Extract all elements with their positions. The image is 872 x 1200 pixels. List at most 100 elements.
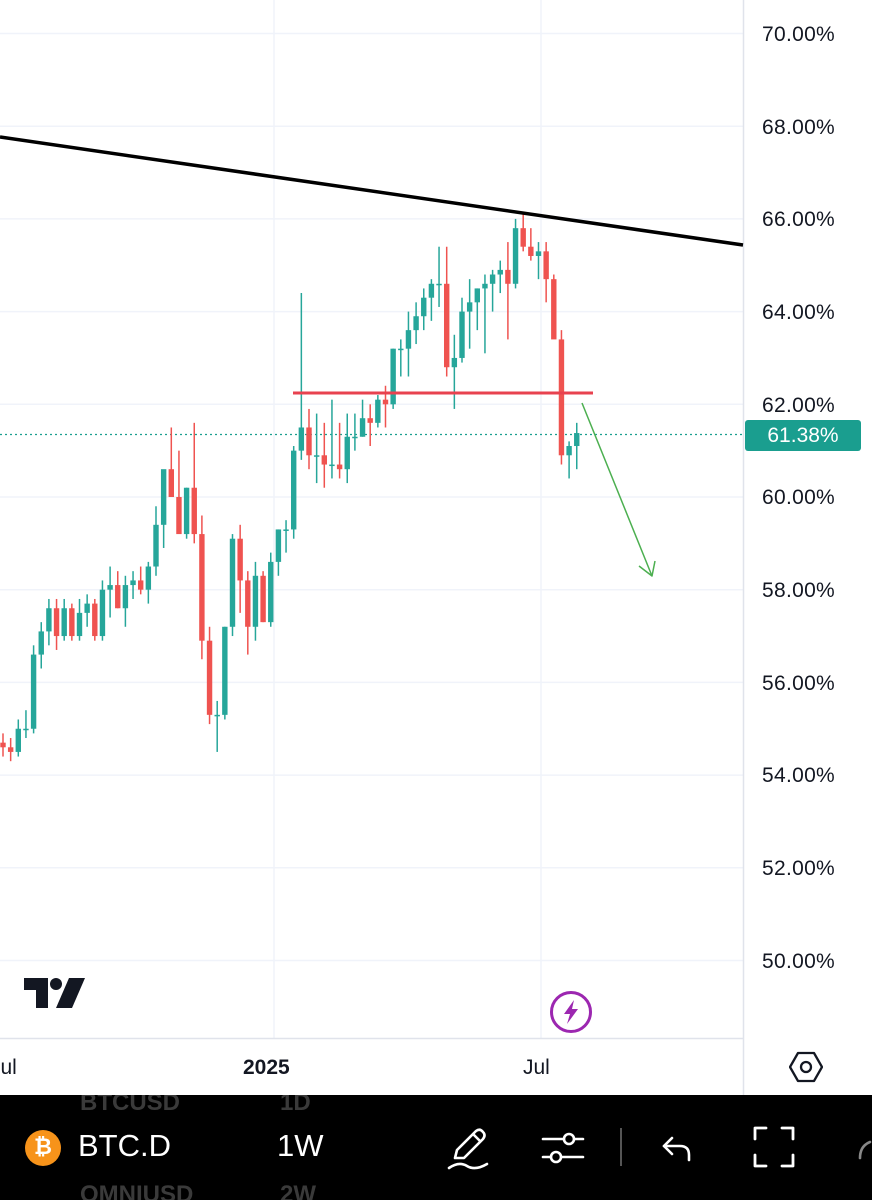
candle — [160, 469, 167, 548]
candle — [229, 534, 236, 637]
candle-body — [428, 283, 435, 298]
candle — [291, 446, 297, 539]
candle — [551, 274, 557, 340]
ghost-interval-bottom: 2W — [280, 1181, 316, 1200]
ghost-symbol-top: BTCUSD — [80, 1095, 180, 1116]
toolbar-separator — [620, 1128, 622, 1166]
candle — [138, 566, 144, 595]
candle-body — [138, 580, 144, 590]
candle — [168, 427, 174, 497]
candle — [92, 598, 98, 641]
candle-body — [528, 246, 534, 256]
candle-body — [551, 279, 557, 340]
candle — [558, 330, 565, 465]
candle-body — [38, 631, 44, 655]
x-tick-label: Jul — [523, 1056, 550, 1079]
candle — [444, 246, 450, 377]
candle — [352, 413, 358, 451]
y-tick-label: 66.00% — [762, 208, 836, 231]
candle — [375, 395, 381, 428]
candle — [0, 733, 6, 757]
descending-trendline[interactable] — [0, 135, 744, 247]
candle — [15, 719, 21, 757]
candle — [344, 413, 350, 484]
candle — [7, 738, 14, 762]
candle-body — [352, 436, 358, 439]
ghost-interval-top: 1D — [280, 1095, 311, 1116]
candle-body — [115, 585, 121, 609]
candle-body — [7, 747, 14, 752]
candle-body — [398, 348, 404, 351]
candle-body — [489, 274, 496, 284]
candle — [528, 228, 534, 261]
lightning-bolt-icon[interactable] — [549, 990, 593, 1039]
y-tick-label: 64.00% — [762, 301, 836, 324]
symbol-selector[interactable]: BTC.D — [78, 1128, 171, 1163]
candle — [359, 399, 366, 437]
y-tick-label: 70.00% — [762, 23, 836, 46]
candle — [69, 603, 75, 641]
candle-body — [46, 608, 52, 632]
candle — [474, 288, 480, 331]
candle-body — [84, 603, 90, 613]
more-icon[interactable] — [855, 1140, 872, 1165]
candle — [53, 598, 60, 650]
candle-body — [497, 269, 503, 275]
settings-gear-icon[interactable] — [788, 1050, 824, 1089]
candle — [321, 422, 327, 488]
candle — [214, 700, 220, 752]
bottom-toolbar: BTCUSD 1D OMNIUSD 2W — [0, 1095, 872, 1200]
candle — [482, 274, 488, 354]
candle-body — [122, 585, 129, 609]
candle — [268, 552, 274, 627]
candle — [99, 580, 106, 641]
candle-body — [69, 608, 75, 637]
candle — [451, 334, 458, 409]
candle-body — [558, 339, 565, 456]
fullscreen-icon[interactable] — [753, 1126, 795, 1173]
undo-arrow-icon[interactable] — [660, 1132, 694, 1169]
candle-body — [574, 433, 580, 447]
tradingview-logo-icon — [24, 978, 86, 1015]
x-tick-label: 2025 — [243, 1056, 290, 1079]
candle — [497, 260, 503, 294]
candle-body — [206, 640, 213, 715]
sliders-icon[interactable] — [540, 1128, 586, 1173]
candle-body — [275, 529, 282, 562]
candle-body — [23, 728, 29, 731]
candle — [275, 529, 282, 576]
pen-draw-icon[interactable] — [445, 1124, 491, 1175]
candle-body — [291, 450, 297, 530]
candle-body — [329, 464, 335, 467]
candle-body — [61, 608, 67, 637]
candle-body — [543, 251, 549, 280]
candle-body — [168, 469, 174, 497]
price-chart[interactable] — [0, 0, 872, 1095]
candle-body — [566, 446, 572, 456]
candle — [61, 598, 67, 641]
candle-body — [336, 464, 343, 470]
candle — [574, 422, 580, 470]
candle — [436, 246, 442, 307]
candle — [466, 279, 473, 349]
candle — [489, 269, 496, 312]
candle-body — [466, 302, 473, 312]
candle-body — [0, 742, 6, 748]
projection-arrow[interactable] — [581, 402, 656, 577]
candle-body — [252, 575, 259, 627]
candle — [543, 242, 549, 303]
candle-body — [245, 580, 251, 627]
candle-body — [107, 585, 113, 590]
candle — [30, 645, 37, 734]
candle — [76, 598, 83, 641]
candle-body — [298, 427, 305, 451]
candle-body — [321, 455, 327, 465]
candle — [107, 566, 113, 618]
candle-body — [92, 603, 98, 637]
candle — [46, 598, 52, 646]
candle-body — [535, 251, 542, 256]
candle — [367, 404, 373, 447]
chart-grid — [0, 0, 743, 1038]
timeframe-selector[interactable]: 1W — [277, 1128, 324, 1163]
candle — [459, 297, 465, 363]
